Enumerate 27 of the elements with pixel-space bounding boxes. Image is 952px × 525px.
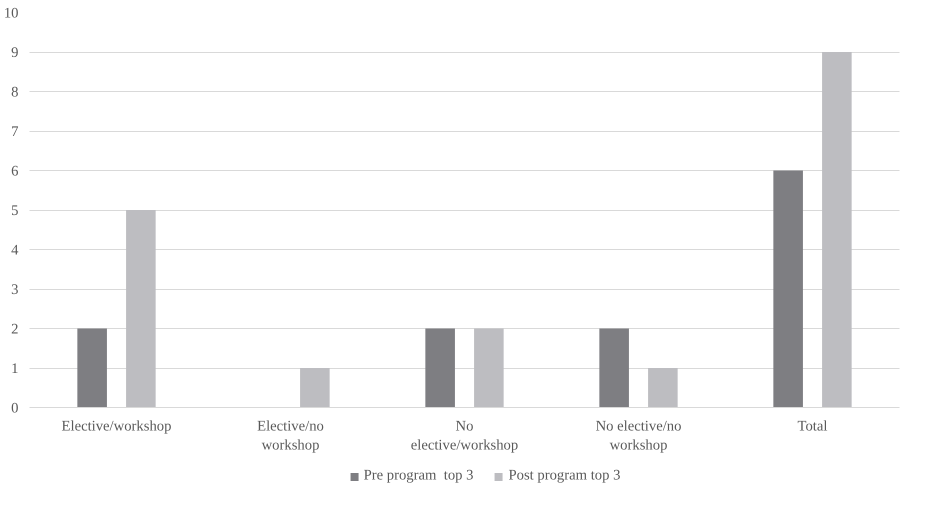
- x-tick-label: Elective/workshop: [62, 418, 172, 434]
- y-tick-label: 4: [11, 242, 20, 258]
- x-tick-label: No elective/no workshop: [596, 418, 682, 454]
- legend-label: Post program top 3: [508, 468, 620, 484]
- bar: [425, 328, 455, 408]
- y-tick-label: 5: [11, 203, 18, 219]
- bar: [126, 210, 156, 408]
- bar: [773, 170, 803, 408]
- y-tick-label: 9: [11, 45, 18, 61]
- y-tick-label: 6: [11, 164, 18, 180]
- bar: [474, 328, 504, 408]
- y-tick-label: 10: [4, 6, 18, 22]
- x-tick-label: Total: [798, 418, 828, 434]
- y-tick-label: 7: [11, 124, 18, 140]
- bar: [599, 328, 629, 408]
- y-tick-label: 1: [11, 361, 18, 377]
- y-tick-label: 0: [11, 400, 18, 416]
- y-tick-label: 2: [11, 322, 18, 338]
- bar: [822, 52, 852, 408]
- bar: [300, 368, 330, 408]
- bar: [648, 368, 678, 408]
- x-tick-label: No elective/workshop: [410, 418, 518, 454]
- y-tick-label: 3: [11, 282, 18, 298]
- x-tick-label: Elective/no workshop: [257, 418, 324, 454]
- legend-label: Pre program top 3: [364, 468, 474, 484]
- bar: [77, 328, 107, 408]
- y-tick-label: 8: [11, 84, 18, 100]
